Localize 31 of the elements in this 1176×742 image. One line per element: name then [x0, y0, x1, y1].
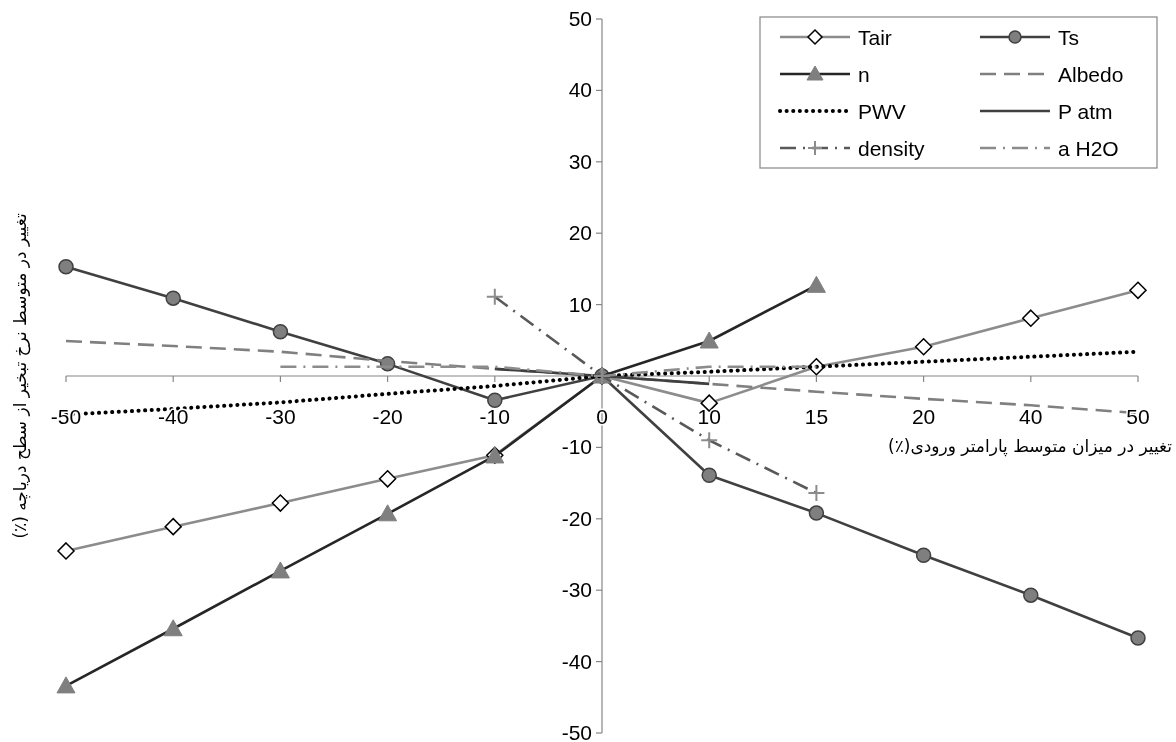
x-tick-label: -40 — [158, 405, 189, 428]
y-tick-label: 30 — [568, 149, 592, 173]
x-tick-label: -30 — [265, 405, 296, 428]
x-tick-label: 50 — [1126, 405, 1150, 428]
y-tick-label: -50 — [561, 721, 592, 742]
legend-label: P atm — [1058, 100, 1113, 123]
x-tick-label: 0 — [596, 405, 608, 428]
legend-label: a H2O — [1058, 137, 1119, 160]
x-tick-label: 10 — [697, 405, 721, 428]
y-tick-label: 50 — [568, 7, 592, 30]
legend-label: Ts — [1058, 26, 1079, 49]
y-tick-label: 20 — [568, 221, 592, 245]
x-tick-label: -10 — [479, 405, 510, 428]
y-tick-label: -20 — [561, 506, 592, 530]
legend-label: density — [858, 137, 926, 160]
y-tick-label: -40 — [561, 649, 592, 673]
x-tick-label: -20 — [372, 405, 403, 428]
x-axis-title: تغییر در میزان متوسط پارامتر ورودی(٪) — [888, 436, 1173, 457]
x-tick-label: 40 — [1019, 405, 1043, 428]
y-tick-label: 40 — [568, 78, 592, 102]
legend-label: n — [858, 63, 870, 86]
x-tick-label: -50 — [50, 405, 82, 428]
y-axis-title: تغییر در متوسط نرخ تبخیر از سطح دریاچه (٪) — [10, 213, 31, 539]
legend-label: PWV — [858, 100, 906, 123]
y-tick-label: -30 — [561, 578, 592, 602]
x-tick-label: 20 — [911, 405, 936, 428]
y-tick-label: 10 — [568, 292, 592, 316]
x-tick-label: 15 — [804, 405, 829, 428]
legend-label: Tair — [858, 26, 892, 49]
legend-label: Albedo — [1058, 63, 1124, 86]
y-tick-label: -10 — [561, 435, 592, 459]
